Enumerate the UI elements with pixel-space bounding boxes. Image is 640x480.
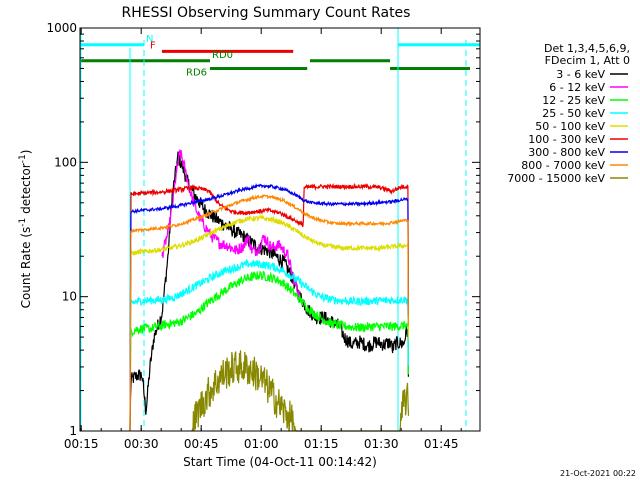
series-line-3 xyxy=(129,258,409,432)
legend-label-4: 50 - 100 keV xyxy=(535,120,605,133)
series-line-4 xyxy=(129,214,409,432)
y-tick-label: 100 xyxy=(54,155,77,169)
state-label-f: F xyxy=(150,40,156,51)
legend-header-0: Det 1,3,4,5,6,9, xyxy=(544,42,630,55)
legend: Det 1,3,4,5,6,9,FDecim 1, Att 03 - 6 keV… xyxy=(507,42,630,185)
series-line-7 xyxy=(129,194,409,432)
y-axis-label: Count Rate (s-1 detector-1) xyxy=(18,150,33,309)
series-line-8 xyxy=(191,350,410,432)
series-line-1 xyxy=(161,148,301,300)
y-axis: 1 10 100 1000 xyxy=(46,21,480,438)
y-tick-label: 10 xyxy=(62,290,77,304)
state-label-rd0: RD0 xyxy=(212,50,233,61)
legend-label-6: 300 - 800 keV xyxy=(528,146,605,159)
legend-label-7: 800 - 7000 keV xyxy=(521,159,605,172)
x-axis: 00:15 00:30 00:45 01:00 01:15 01:30 01:45 xyxy=(64,28,462,451)
state-label-n: N xyxy=(146,34,153,45)
legend-label-1: 6 - 12 keV xyxy=(549,81,605,94)
y-tick-label: 1 xyxy=(69,424,77,438)
plot-frame xyxy=(79,27,481,432)
series-line-6 xyxy=(129,182,409,432)
x-tick-label: 00:15 xyxy=(64,437,99,451)
series-line-2 xyxy=(129,270,409,432)
y-tick-label: 1000 xyxy=(46,21,77,35)
legend-label-8: 7000 - 15000 keV xyxy=(507,172,605,185)
x-tick-label: 01:45 xyxy=(424,437,459,451)
legend-label-3: 25 - 50 keV xyxy=(542,107,605,120)
footer-date: 21-Oct-2021 00:22 xyxy=(560,469,636,478)
x-axis-label: Start Time (04-Oct-11 00:14:42) xyxy=(183,455,377,469)
state-label-rd6: RD6 xyxy=(186,67,207,78)
series-layer xyxy=(129,148,410,432)
legend-label-5: 100 - 300 keV xyxy=(528,133,605,146)
x-tick-label: 01:00 xyxy=(244,437,279,451)
legend-label-2: 12 - 25 keV xyxy=(542,94,605,107)
series-line-5 xyxy=(129,182,409,432)
observing-state-bars: NF RD0 RD6 xyxy=(80,34,480,78)
legend-label-0: 3 - 6 keV xyxy=(556,68,605,81)
x-tick-label: 00:30 xyxy=(124,437,159,451)
x-tick-label: 00:45 xyxy=(184,437,219,451)
x-tick-label: 01:15 xyxy=(304,437,339,451)
x-tick-label: 01:30 xyxy=(364,437,399,451)
chart-title: RHESSI Observing Summary Count Rates xyxy=(122,5,411,21)
legend-header-1: FDecim 1, Att 0 xyxy=(545,54,630,67)
